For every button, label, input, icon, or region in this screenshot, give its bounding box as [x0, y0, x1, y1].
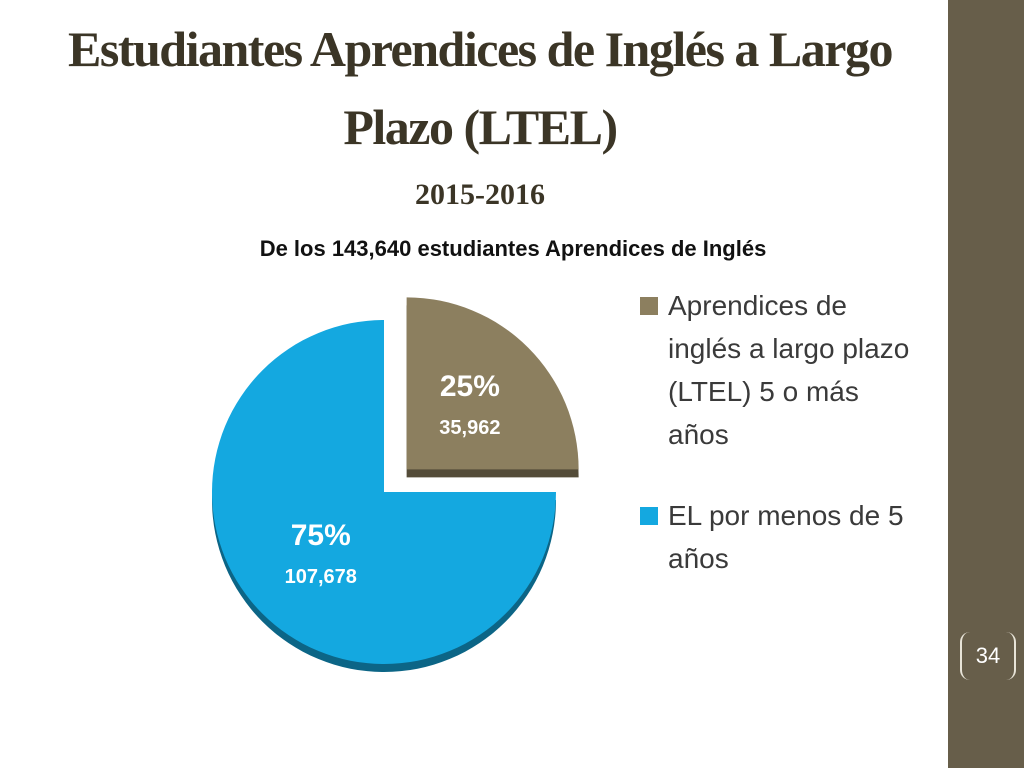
slice-percent-label: 75% [291, 519, 351, 552]
slice [212, 320, 556, 664]
legend-swatch [640, 297, 658, 315]
slice-count-label: 107,678 [285, 566, 357, 588]
slide-title: Estudiantes Aprendices de Inglés a Largo… [68, 21, 893, 155]
slice-count-label: 35,962 [439, 417, 500, 439]
slice [406, 297, 579, 470]
legend-entry: EL por menos de 5 años [668, 500, 904, 574]
legend-swatch [640, 507, 658, 525]
pie-chart: 25% 35,962 75% 107,678 [212, 297, 579, 672]
legend-entry: Aprendices de inglés a largo plazo (LTEL… [668, 290, 910, 450]
page-number: 34 [960, 632, 1016, 680]
caption: De los 143,640 estudiantes Aprendices de… [259, 236, 767, 261]
subtitle: 2015-2016 [415, 178, 545, 211]
slice-percent-label: 25% [440, 370, 500, 403]
